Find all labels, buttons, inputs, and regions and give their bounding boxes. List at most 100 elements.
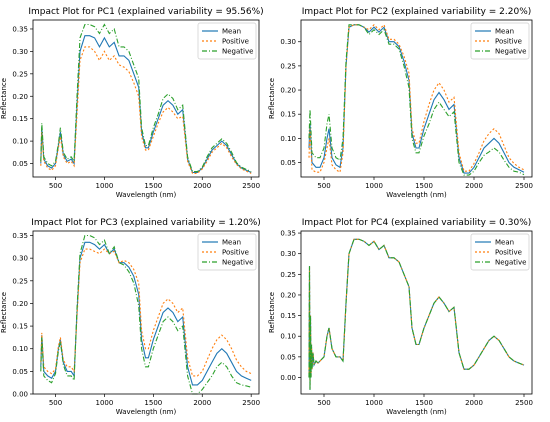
- y-tick-label: 0.00: [12, 391, 28, 399]
- y-tick-label: 0.15: [12, 115, 28, 123]
- series-negative-line: [40, 234, 252, 395]
- x-tick-label: 1500: [415, 399, 433, 407]
- legend: Mean Positive Negative: [197, 233, 257, 271]
- y-tick-label: 0.10: [12, 138, 28, 146]
- chart-2: 500 1000 1500 2000 2500 0.05 0.10 0.15 0.20 0.25 0…: [268, 7, 533, 199]
- series-mean-line: [40, 35, 252, 174]
- y-tick-label: 0.20: [280, 291, 296, 299]
- y-axis-label: Reflectance: [268, 78, 276, 119]
- series-negative-line: [308, 238, 525, 390]
- y-tick-label: 0.30: [12, 255, 28, 263]
- legend-box: [197, 233, 257, 271]
- x-tick-label: 1500: [415, 182, 433, 190]
- chart-title: Impact Plot for PC4 (explained variabili…: [302, 218, 532, 228]
- x-axis-label: Wavelength (nm): [386, 408, 447, 416]
- x-axis-label: Wavelength (nm): [386, 191, 447, 199]
- x-tick-label: 1500: [144, 182, 162, 190]
- x-tick-label: 2500: [242, 399, 260, 407]
- legend-box: [470, 233, 530, 271]
- x-tick-label: 2500: [515, 399, 533, 407]
- y-tick-label: 0.10: [280, 135, 296, 143]
- series-mean-line: [40, 241, 252, 386]
- legend-box: [470, 22, 530, 60]
- legend-label-positive: Positive: [222, 249, 249, 257]
- x-tick-label: 2500: [242, 182, 260, 190]
- series-positive-line: [40, 248, 252, 377]
- x-tick-label: 1000: [365, 399, 383, 407]
- y-tick-label: 0.20: [280, 87, 296, 95]
- y-tick-label: 0.25: [280, 62, 296, 70]
- y-tick-label: 0.15: [12, 323, 28, 331]
- y-tick-label: 0.10: [12, 345, 28, 353]
- plot-frame: [32, 230, 260, 395]
- legend: Mean Positive Negative: [470, 233, 530, 271]
- legend-label-mean: Mean: [495, 239, 514, 247]
- y-axis-label: Reflectance: [0, 78, 8, 119]
- y-tick-label: 0.25: [12, 70, 28, 78]
- legend-label-negative: Negative: [222, 48, 253, 56]
- y-tick-label: 0.10: [280, 333, 296, 341]
- y-tick-label: 0.35: [12, 25, 28, 33]
- legend-label-mean: Mean: [495, 28, 514, 36]
- plot-frame: [32, 19, 260, 178]
- y-axis-label: Reflectance: [0, 292, 8, 333]
- y-tick-label: 0.30: [12, 48, 28, 56]
- y-tick-label: 0.05: [12, 368, 28, 376]
- y-tick-label: 0.05: [12, 160, 28, 168]
- x-tick-label: 2000: [193, 182, 211, 190]
- legend-label-positive: Positive: [495, 38, 522, 46]
- y-tick-label: 0.35: [280, 230, 296, 238]
- x-tick-label: 500: [49, 399, 62, 407]
- x-tick-label: 1500: [144, 399, 162, 407]
- chart-4: 500 1000 1500 2000 2500 0.00 0.05 0.10 0.15 0.20 0…: [268, 218, 533, 416]
- x-tick-label: 2000: [465, 399, 483, 407]
- plot-frame: [300, 230, 533, 395]
- y-tick-label: 0.05: [280, 159, 296, 167]
- legend-label-negative: Negative: [495, 48, 526, 56]
- x-tick-label: 2000: [193, 399, 211, 407]
- y-tick-label: 0.20: [12, 93, 28, 101]
- legend-label-mean: Mean: [222, 28, 241, 36]
- chart-title: Impact Plot for PC1 (explained variabili…: [28, 7, 263, 17]
- chart-title: Impact Plot for PC2 (explained variabili…: [302, 7, 532, 17]
- x-tick-label: 500: [317, 182, 330, 190]
- y-tick-label: 0.00: [280, 374, 296, 382]
- x-tick-label: 500: [49, 182, 62, 190]
- legend: Mean Positive Negative: [470, 22, 530, 60]
- legend: Mean Positive Negative: [197, 22, 257, 60]
- x-tick-label: 1000: [96, 182, 114, 190]
- series-negative-line: [308, 24, 525, 176]
- y-tick-label: 0.20: [12, 300, 28, 308]
- y-tick-label: 0.15: [280, 312, 296, 320]
- y-tick-label: 0.25: [12, 277, 28, 285]
- x-tick-label: 1000: [365, 182, 383, 190]
- y-tick-label: 0.30: [280, 38, 296, 46]
- chart-1: 500 1000 1500 2000 2500 0.05 0.10 0.15 0.20 0.25 0…: [0, 7, 264, 199]
- y-tick-label: 0.05: [280, 353, 296, 361]
- y-axis-label: Reflectance: [268, 292, 276, 333]
- series-positive-line: [308, 23, 525, 174]
- x-tick-label: 2000: [465, 182, 483, 190]
- legend-label-negative: Negative: [495, 259, 526, 267]
- chart-title: Impact Plot for PC3 (explained variabili…: [31, 218, 261, 228]
- plot-frame: [300, 19, 533, 178]
- y-tick-label: 0.25: [280, 271, 296, 279]
- legend-label-negative: Negative: [222, 259, 253, 267]
- x-tick-label: 2500: [515, 182, 533, 190]
- y-tick-label: 0.15: [280, 111, 296, 119]
- series-negative-line: [40, 23, 252, 173]
- legend-label-positive: Positive: [495, 249, 522, 257]
- chart-3: 500 1000 1500 2000 2500 0.00 0.05 0.10 0.15 0.20 0…: [0, 218, 261, 416]
- legend-label-mean: Mean: [222, 239, 241, 247]
- series-positive-line: [40, 46, 252, 174]
- x-axis-label: Wavelength (nm): [116, 191, 177, 199]
- series-mean-line: [308, 24, 525, 174]
- x-tick-label: 500: [317, 399, 330, 407]
- y-tick-label: 0.35: [12, 232, 28, 240]
- y-tick-label: 0.30: [280, 250, 296, 258]
- legend-box: [197, 22, 257, 60]
- x-tick-label: 1000: [96, 399, 114, 407]
- x-axis-label: Wavelength (nm): [116, 408, 177, 416]
- legend-label-positive: Positive: [222, 38, 249, 46]
